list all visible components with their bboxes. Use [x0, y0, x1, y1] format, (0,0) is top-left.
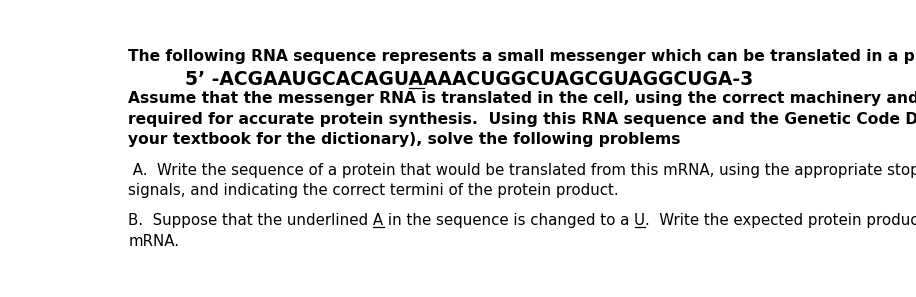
Text: 5’ -ACGAAUGCACAGUAAAACUGGCUAGCGUAGGCUGA-3: 5’ -ACGAAUGCACAGUAAAACUGGCUAGCGUAGGCUGA-…	[185, 70, 754, 89]
Text: signals, and indicating the correct termini of the protein product.: signals, and indicating the correct term…	[128, 183, 619, 198]
Text: The following RNA sequence represents a small messenger which can be translated : The following RNA sequence represents a …	[128, 50, 916, 64]
Text: mRNA.: mRNA.	[128, 234, 180, 249]
Text: your textbook for the dictionary), solve the following problems: your textbook for the dictionary), solve…	[128, 132, 681, 147]
Text: Assume that the messenger RNA is translated in the cell, using the correct machi: Assume that the messenger RNA is transla…	[128, 91, 916, 106]
Text: B.  Suppose that the underlined A in the sequence is changed to a U.  Write the : B. Suppose that the underlined A in the …	[128, 213, 916, 228]
Text: required for accurate protein synthesis.  Using this RNA sequence and the Geneti: required for accurate protein synthesis.…	[128, 112, 916, 127]
Text: A.  Write the sequence of a protein that would be translated from this mRNA, usi: A. Write the sequence of a protein that …	[128, 162, 916, 178]
